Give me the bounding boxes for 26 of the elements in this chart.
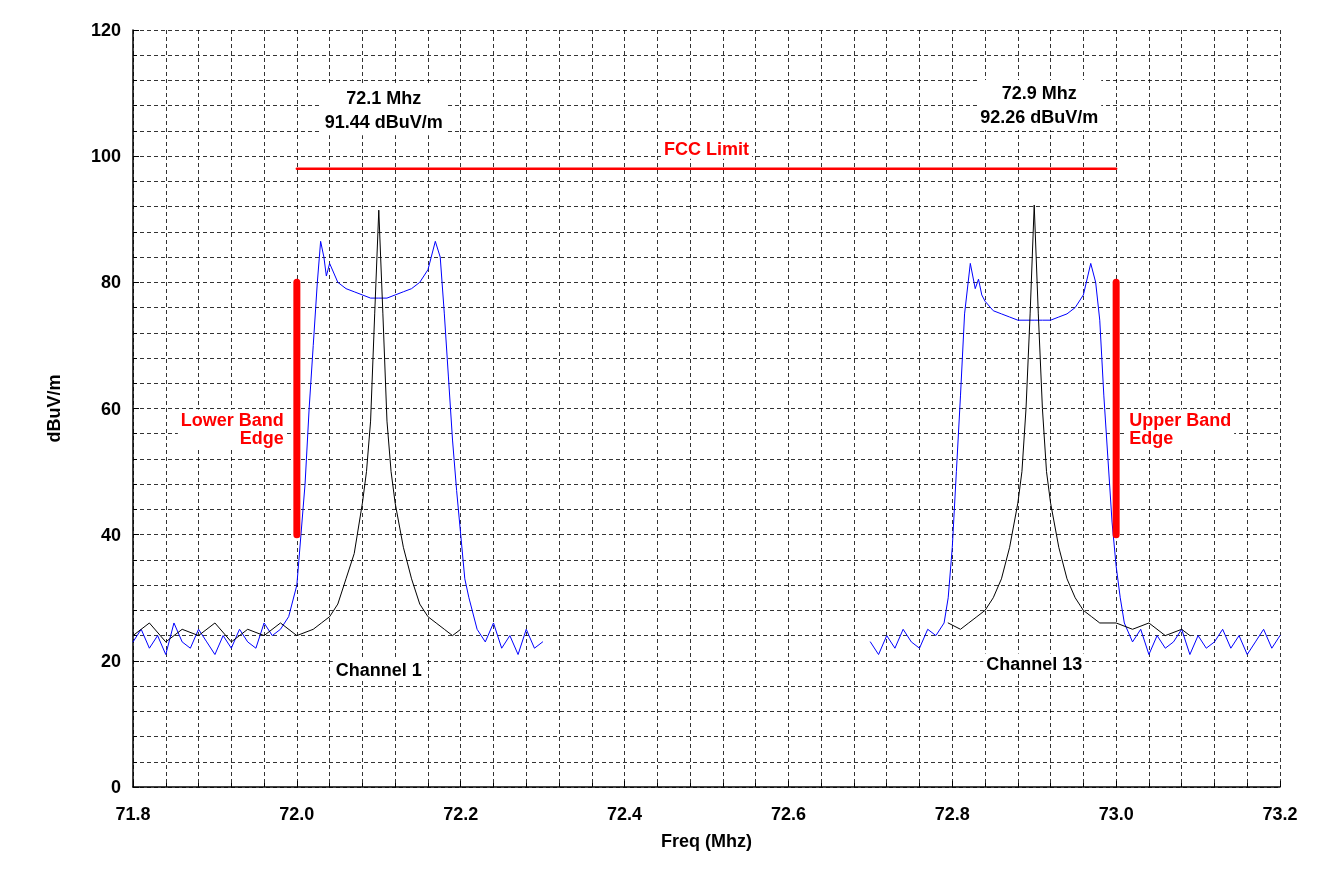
x-tick-label: 72.4 bbox=[607, 804, 643, 824]
x-tick-label: 72.0 bbox=[279, 804, 315, 824]
y-tick-label: 80 bbox=[100, 272, 121, 293]
series-label: Upper Band Edge bbox=[1129, 409, 1232, 448]
y-tick-label: 0 bbox=[110, 777, 121, 797]
annotation: 72.1 Mhz 91.44 dBuV/m bbox=[324, 88, 443, 133]
x-tick-label: 73.0 bbox=[1098, 804, 1134, 824]
x-tick-label: 72.6 bbox=[770, 804, 806, 824]
x-tick-label: 71.8 bbox=[115, 804, 151, 824]
y-axis-title: dBuV/m bbox=[44, 374, 64, 443]
series-label: Channel 13 bbox=[986, 653, 1083, 674]
x-tick-label: 73.2 bbox=[1262, 804, 1298, 824]
y-tick-label: 20 bbox=[100, 650, 121, 671]
line-series bbox=[132, 240, 544, 656]
annotation: 72.9 Mhz 92.26 dBuV/m bbox=[980, 82, 1099, 127]
text: Channel 1 bbox=[335, 659, 422, 680]
y-tick-label: 120 bbox=[90, 20, 121, 40]
line-series bbox=[869, 262, 1281, 656]
y-tick-label: 100 bbox=[90, 146, 121, 167]
series-label: FCC Limit bbox=[664, 138, 749, 159]
y-tick-label: 40 bbox=[100, 524, 121, 545]
x-tick-label: 72.2 bbox=[443, 804, 479, 824]
x-axis-title: Freq (Mhz) bbox=[661, 831, 752, 851]
y-tick-label: 60 bbox=[100, 398, 121, 419]
series-label: Lower Band Edge bbox=[180, 409, 284, 448]
x-tick-label: 72.8 bbox=[934, 804, 970, 824]
